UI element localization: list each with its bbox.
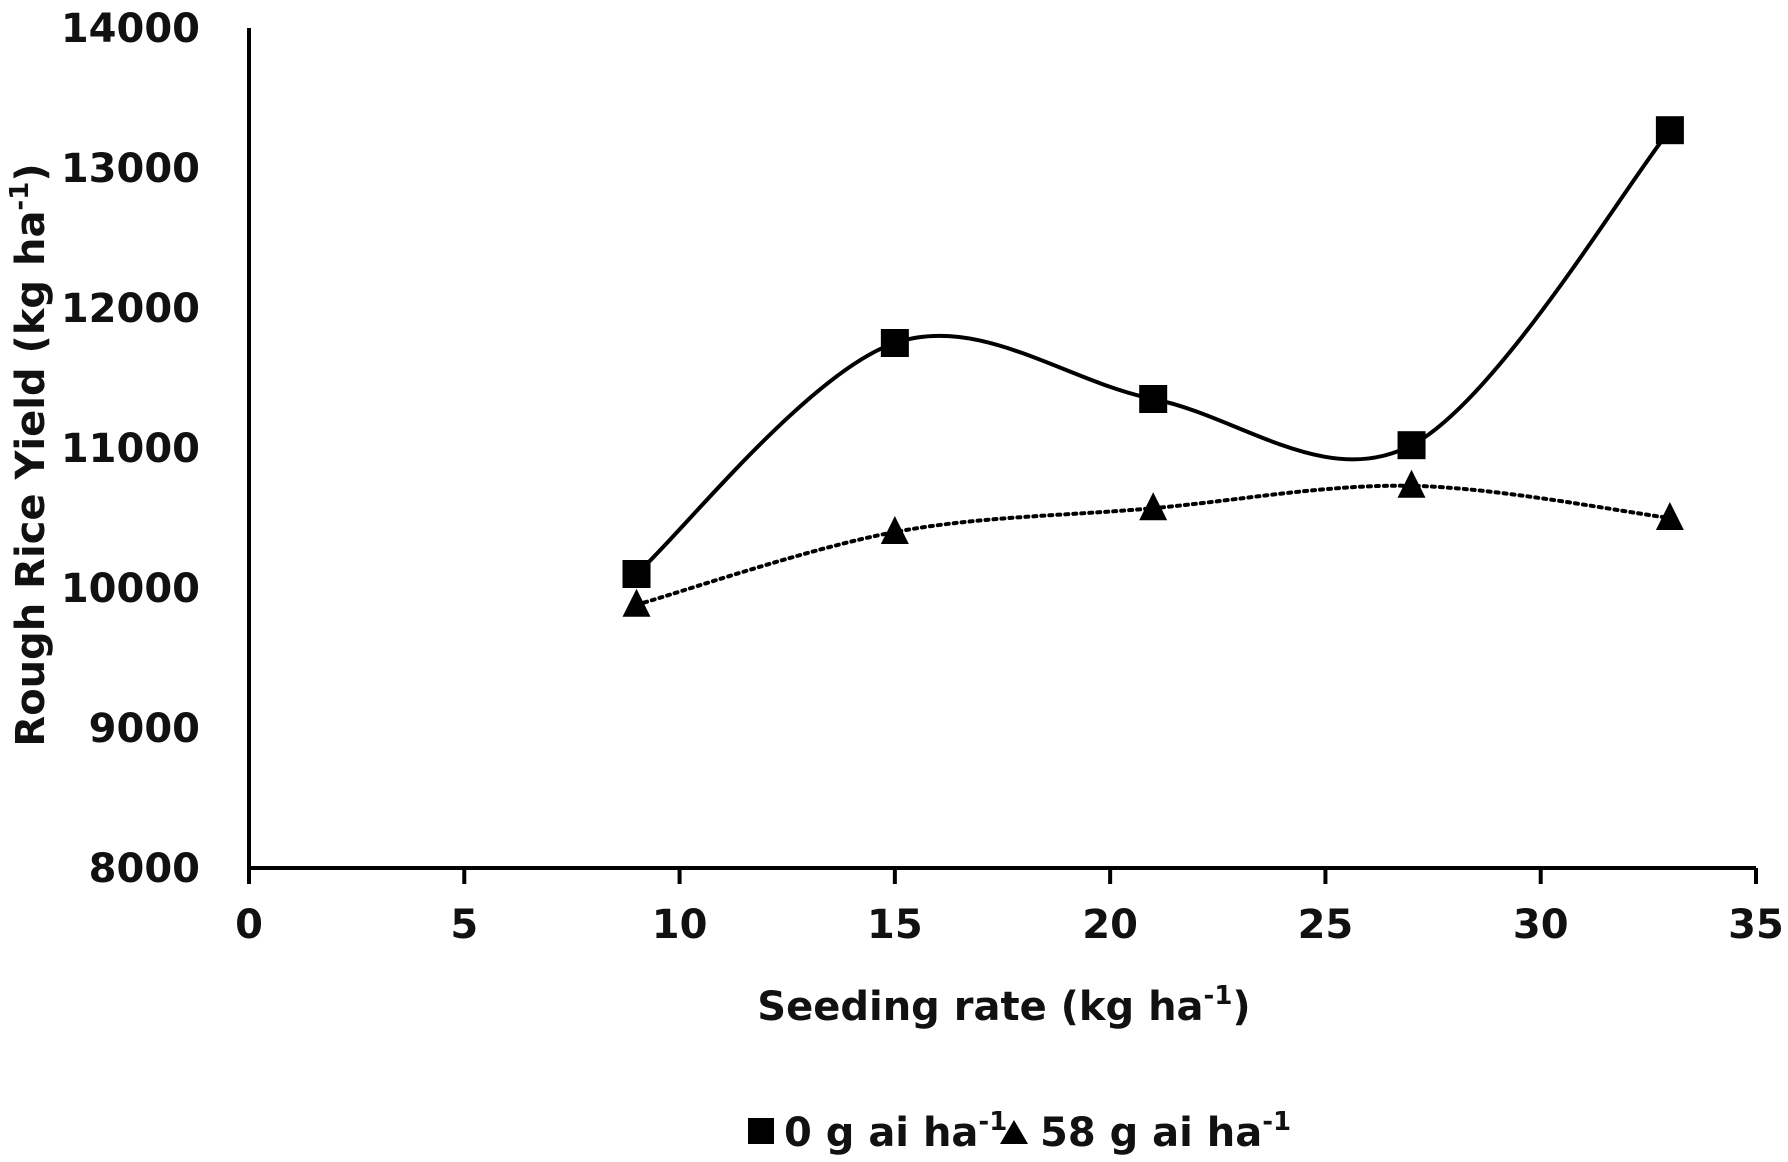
x-tick-label: 20 [1082, 902, 1138, 948]
data-point-triangle [880, 516, 909, 544]
y-tick-label: 14000 [61, 6, 200, 52]
data-point-triangle [1139, 492, 1168, 521]
series-markers [622, 116, 1684, 617]
x-tick-label: 30 [1513, 902, 1569, 948]
x-tick-label: 5 [450, 902, 478, 948]
data-point-square [622, 560, 651, 588]
data-point-square [880, 329, 909, 357]
tick-labels: 0 5 10 15 20 25 30 35 8000 9000 10000 11000 12000 130… [61, 6, 1784, 948]
data-point-square [1655, 116, 1684, 145]
data-point-square [1139, 385, 1168, 413]
data-point-triangle [622, 588, 651, 617]
y-tick-label: 10000 [61, 566, 200, 612]
legend-triangle-marker [1000, 1120, 1028, 1144]
data-point-square [1397, 431, 1426, 460]
x-tick-label: 25 [1298, 902, 1354, 948]
series-lines [634, 128, 1672, 607]
legend-label-1: 58 g ai ha-1 [1040, 1107, 1291, 1156]
x-axis-title: Seeding rate (kg ha-1) [757, 981, 1250, 1030]
legend: 0 g ai ha-1 58 g ai ha-1 [748, 1107, 1291, 1156]
legend-square-marker [748, 1118, 774, 1144]
y-tick-label: 9000 [89, 706, 200, 752]
legend-label-0: 0 g ai ha-1 [784, 1107, 1007, 1156]
y-tick-label: 11000 [61, 426, 200, 472]
y-tick-label: 8000 [89, 846, 200, 892]
y-axis-title: Rough Rice Yield (kg ha-1) [5, 163, 54, 746]
axes [247, 28, 1758, 884]
x-tick-label: 10 [652, 902, 708, 948]
data-point-triangle [1397, 469, 1426, 498]
y-tick-label: 12000 [61, 286, 200, 332]
y-tick-label: 13000 [61, 146, 200, 192]
x-tick-label: 35 [1728, 902, 1784, 948]
x-tick-label: 0 [235, 902, 263, 948]
x-tick-label: 15 [867, 902, 923, 948]
data-point-triangle [1655, 502, 1684, 530]
